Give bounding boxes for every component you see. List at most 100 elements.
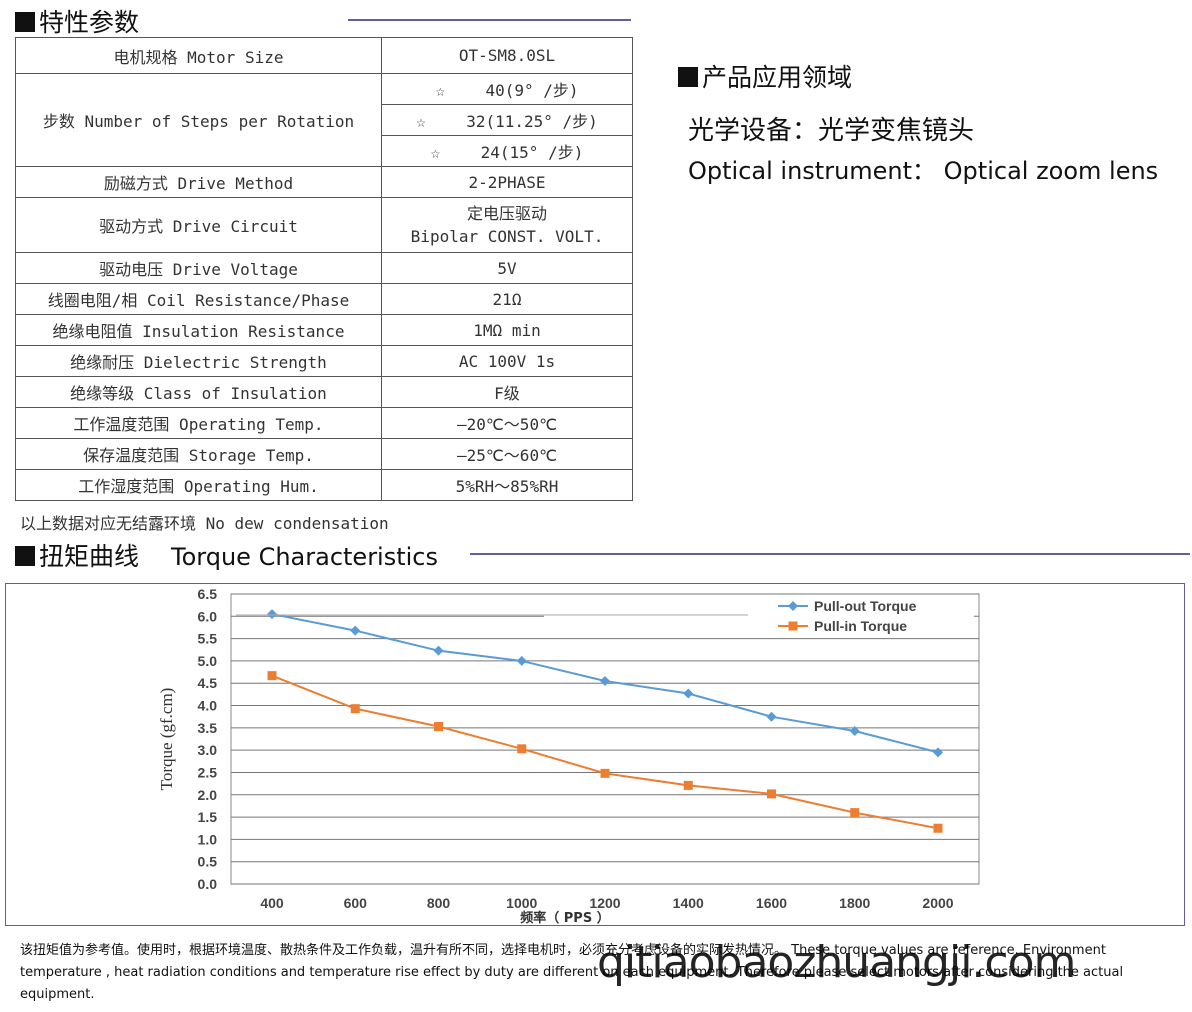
table-row: ☆ 24(15° /步): [16, 135, 633, 167]
table-cell-value: OT-SM8.0SL: [381, 37, 633, 74]
table-row: 绝缘耐压 Dielectric Strength AC 100V 1s: [15, 345, 633, 377]
torque-section-title: 扭矩曲线 Torque Characteristics: [15, 537, 438, 573]
data-point: [517, 744, 527, 754]
data-point: [600, 676, 610, 686]
table-cell-value: ☆ 40(9° /步): [381, 73, 633, 105]
table-cell-value: —25℃～60℃: [381, 438, 633, 470]
y-tick-label: 1.5: [198, 809, 218, 825]
star-icon: ☆: [430, 143, 441, 162]
table-row: 驱动方式 Drive Circuit 定电压驱动 Bipolar CONST. V…: [15, 197, 633, 253]
section-divider: [470, 553, 1190, 555]
legend-label: Pull-in Torque: [814, 618, 907, 634]
data-point: [267, 609, 277, 620]
legend-marker: [788, 601, 798, 611]
x-tick-label: 1200: [589, 895, 620, 911]
y-tick-label: 2.0: [198, 787, 218, 803]
data-point: [433, 645, 444, 656]
data-point: [350, 625, 361, 636]
table-row: ☆ 32(11.25° /步): [16, 104, 633, 136]
star-icon: ☆: [435, 81, 446, 100]
x-tick-label: 1400: [673, 895, 704, 911]
x-axis-label: 频率（ PPS ）: [520, 910, 609, 925]
table-row: 工作湿度范围 Operating Hum. 5%RH～85%RH: [15, 469, 633, 501]
table-row: 保存温度范围 Storage Temp. —25℃～60℃: [15, 438, 633, 470]
table-cell-value: 5V: [381, 252, 633, 284]
data-point: [350, 704, 360, 714]
table-row: 驱动电压 Drive Voltage 5V: [15, 252, 633, 284]
table-cell-label: 电机规格 Motor Size: [15, 37, 382, 74]
table-cell-label: 工作湿度范围 Operating Hum.: [15, 469, 382, 501]
spec-table: 电机规格 Motor Size OT-SM8.0SL 步数 Number of …: [15, 37, 633, 501]
y-tick-label: 1.0: [198, 831, 218, 847]
table-cell-label: 线圈电阻/相 Coil Resistance/Phase: [15, 283, 382, 315]
plot-area: [230, 593, 980, 885]
y-tick-label: 5.0: [198, 653, 218, 669]
site-watermark: qitiaobaozhuangji.com: [597, 937, 1076, 988]
table-cell-label: 步数 Number of Steps per Rotation: [15, 73, 382, 167]
x-tick-label: 2000: [922, 895, 953, 911]
y-tick-label: 6.0: [198, 608, 218, 624]
data-point: [516, 655, 527, 666]
y-tick-label: 3.5: [198, 720, 218, 736]
torque-footnote: 该扭矩值为参考值。使用时，根据环境温度、散热条件及工作负载，温升有所不同，选择电…: [20, 943, 1124, 1002]
table-cell-value: AC 100V 1s: [381, 345, 633, 377]
y-tick-label: 0.0: [198, 876, 218, 892]
data-point: [267, 671, 277, 681]
y-tick-label: 5.5: [198, 631, 218, 647]
y-axis-label: Torque (gf.cm): [157, 688, 176, 791]
data-point: [849, 725, 860, 736]
data-point: [600, 768, 610, 778]
application-title: 产品应用领域: [678, 58, 852, 94]
x-tick-label: 800: [427, 895, 451, 911]
square-bullet-icon: [15, 12, 35, 32]
data-point: [683, 688, 694, 699]
square-bullet-icon: [15, 546, 35, 566]
torque-chart-frame: 0.0 0.5 1.0 1.5 2.0 2.5 3.0 3.5 4.0 4.5 5.0 5.5 6.0 6…: [5, 583, 1185, 926]
data-point: [933, 747, 943, 758]
table-row: 电机规格 Motor Size OT-SM8.0SL: [15, 37, 633, 74]
y-tick-label: 2.5: [198, 764, 218, 780]
y-tick-label: 4.5: [198, 675, 218, 691]
table-cell-label: 保存温度范围 Storage Temp.: [15, 438, 382, 470]
table-cell-label: 驱动方式 Drive Circuit: [15, 197, 382, 253]
table-cell-label: 驱动电压 Drive Voltage: [15, 252, 382, 284]
table-cell-value: 5%RH～85%RH: [381, 469, 633, 501]
x-tick-label: 1000: [506, 895, 537, 911]
table-cell-value: 2-2PHASE: [381, 166, 633, 198]
table-cell-value: 1MΩ min: [381, 314, 633, 346]
square-bullet-icon: [678, 67, 698, 87]
data-point: [434, 722, 443, 732]
application-text-cn: 光学设备：光学变焦镜头: [688, 116, 975, 146]
table-row: 绝缘电阻值 Insulation Resistance 1MΩ min: [15, 314, 633, 346]
torque-chart: 0.0 0.5 1.0 1.5 2.0 2.5 3.0 3.5 4.0 4.5 5.0 5.5 6.0 6…: [157, 586, 980, 925]
x-tick-label: 1800: [839, 895, 870, 911]
table-cell-label: 励磁方式 Drive Method: [15, 166, 382, 198]
legend-label: Pull-out Torque: [814, 598, 917, 614]
table-cell-value: ☆ 32(11.25° /步): [381, 104, 633, 136]
condensation-note: 以上数据对应无结露环境 No dew condensation: [20, 514, 389, 533]
x-tick-label: 600: [344, 895, 368, 911]
table-cell-label: 绝缘电阻值 Insulation Resistance: [15, 314, 382, 346]
y-tick-label: 4.0: [198, 698, 218, 714]
data-point: [766, 711, 777, 722]
section-divider: [348, 19, 631, 21]
series-line: [271, 674, 939, 830]
table-row: 步数 Number of Steps per Rotation ☆ 40(9° /…: [15, 73, 633, 167]
data-point: [683, 780, 693, 790]
table-cell-label: 工作温度范围 Operating Temp.: [15, 407, 382, 439]
x-tick-label: 1600: [756, 895, 787, 911]
data-point: [767, 789, 776, 799]
table-row: 绝缘等级 Class of Insulation F级: [15, 376, 633, 408]
y-tick-label: 6.5: [198, 586, 218, 602]
table-cell-value: 定电压驱动 Bipolar CONST. VOLT.: [381, 197, 633, 253]
table-cell-value: 21Ω: [381, 283, 633, 315]
legend-marker: [788, 621, 798, 631]
y-tick-label: 0.5: [198, 854, 218, 870]
table-cell-value: F级: [381, 376, 633, 408]
star-icon: ☆: [416, 112, 426, 131]
table-cell-label: 绝缘耐压 Dielectric Strength: [15, 345, 382, 377]
table-cell-value: ☆ 24(15° /步): [381, 135, 633, 167]
application-text-en: Optical instrument： Optical zoom lens: [688, 157, 1159, 185]
spec-section-title: 特性参数: [15, 3, 139, 39]
data-point: [850, 808, 860, 818]
